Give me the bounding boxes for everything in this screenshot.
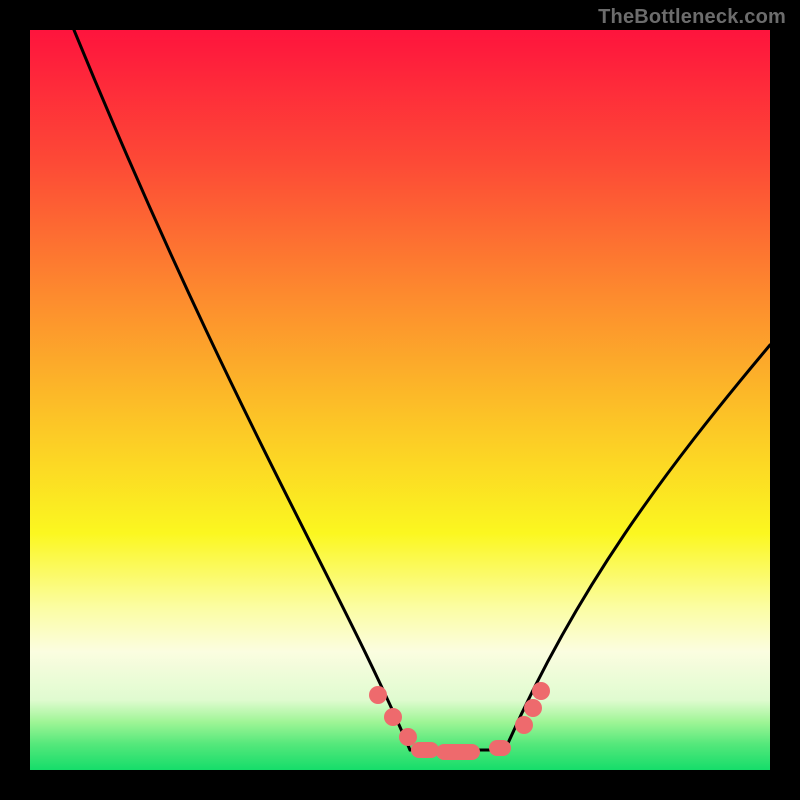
plot-area <box>30 30 770 770</box>
curve-marker <box>369 686 387 704</box>
chart-frame: TheBottleneck.com <box>0 0 800 800</box>
curve-marker <box>515 716 533 734</box>
watermark-text: TheBottleneck.com <box>598 6 786 29</box>
curve-marker <box>532 682 550 700</box>
gradient-background <box>30 30 770 770</box>
curve-marker-pill <box>411 742 439 758</box>
curve-marker <box>524 699 542 717</box>
curve-marker <box>384 708 402 726</box>
gradient-plot <box>30 30 770 770</box>
curve-marker <box>399 728 417 746</box>
curve-marker-pill <box>489 740 511 756</box>
curve-marker-pill <box>436 744 480 760</box>
